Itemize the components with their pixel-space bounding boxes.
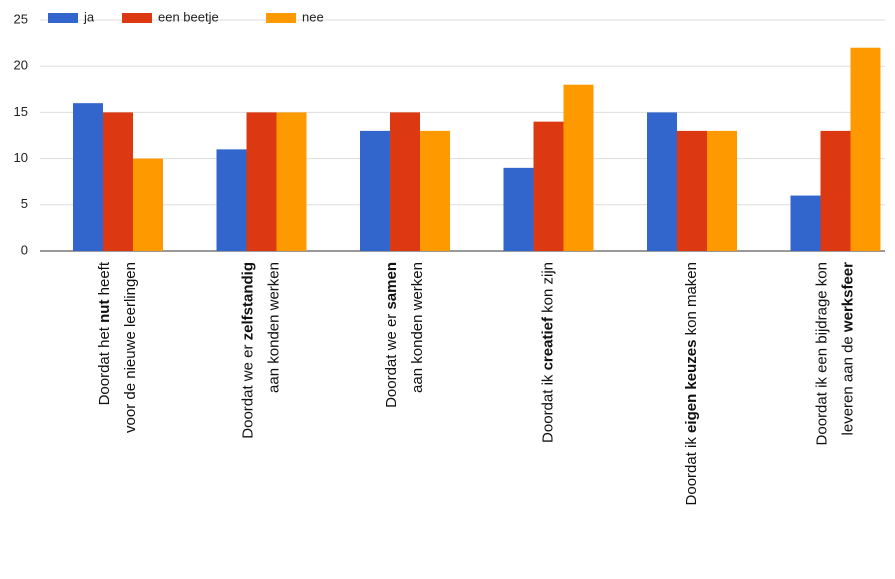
category-label: Doordat ik een bijdrage kon leveren aan d… bbox=[813, 262, 856, 446]
category-label-line: Doordat ik eigen keuzes kon maken bbox=[683, 262, 700, 505]
y-tick-label: 20 bbox=[14, 58, 28, 73]
category-label-run: werksfeer bbox=[839, 262, 856, 333]
y-tick-label: 5 bbox=[21, 196, 28, 211]
bar bbox=[503, 167, 534, 251]
y-tick-label: 10 bbox=[14, 150, 28, 165]
bar bbox=[420, 130, 450, 251]
bar bbox=[73, 103, 103, 251]
category-label-run: aan konden werken bbox=[409, 262, 426, 393]
category-label-run: voor de nieuwe leerlingen bbox=[122, 262, 139, 433]
bar bbox=[133, 158, 163, 251]
category-label-line: leveren aan de werksfeer bbox=[839, 262, 856, 436]
category-label-line: Doordat we er zelfstandig bbox=[239, 262, 256, 439]
bar bbox=[533, 121, 564, 251]
category-label-run: Doordat ik bbox=[683, 433, 700, 506]
bar bbox=[216, 149, 247, 251]
category-label-line: aan konden werken bbox=[409, 262, 426, 393]
category-label-run: Doordat we er bbox=[239, 340, 256, 438]
bar bbox=[390, 112, 420, 252]
category-label: Doordat het nut heeft voor de nieuwe leer… bbox=[96, 261, 139, 433]
legend-label: nee bbox=[302, 9, 324, 24]
category-label: Doordat we er zelfstandig aan konden werk… bbox=[239, 262, 282, 439]
category-label-run: Doordat ik bbox=[539, 370, 556, 443]
category-label-run: kon maken bbox=[683, 262, 700, 340]
category-label-run: leveren aan de bbox=[839, 332, 856, 435]
category-label-run: aan konden werken bbox=[265, 262, 282, 393]
category-label: Doordat ik creatief kon zijn bbox=[539, 262, 556, 443]
category-label-run: heeft bbox=[96, 261, 113, 299]
category-label-run: Doordat het bbox=[96, 323, 113, 406]
category-label-run: creatief bbox=[539, 316, 556, 370]
legend-swatch bbox=[122, 13, 152, 23]
bar bbox=[850, 47, 881, 251]
category-label-run: Doordat ik een bijdrage kon bbox=[813, 262, 830, 445]
category-label: Doordat we er samen aan konden werken bbox=[383, 262, 426, 408]
bar bbox=[677, 130, 707, 251]
bar bbox=[103, 112, 133, 252]
category-label-line: Doordat ik een bijdrage kon bbox=[813, 262, 830, 445]
bar bbox=[360, 130, 390, 251]
category-label-line: Doordat het nut heeft bbox=[96, 261, 113, 405]
category-label-run: zelfstandig bbox=[239, 262, 256, 340]
bar bbox=[647, 112, 677, 252]
bar bbox=[707, 130, 737, 251]
bar bbox=[820, 130, 851, 251]
category-label-line: Doordat we er samen bbox=[383, 262, 400, 408]
category-label: Doordat ik eigen keuzes kon maken bbox=[683, 262, 700, 505]
legend-swatch bbox=[48, 13, 78, 23]
y-tick-label: 15 bbox=[14, 104, 28, 119]
bar bbox=[276, 112, 307, 252]
category-label-run: eigen keuzes bbox=[683, 340, 700, 433]
category-label-run: nut bbox=[96, 300, 113, 323]
category-label-run: kon zijn bbox=[539, 262, 556, 317]
bar bbox=[790, 195, 821, 251]
legend-label: ja bbox=[83, 9, 95, 24]
bar bbox=[246, 112, 277, 252]
legend-swatch bbox=[266, 13, 296, 23]
y-tick-label: 0 bbox=[21, 242, 28, 257]
bar bbox=[563, 84, 594, 252]
category-label-line: aan konden werken bbox=[265, 262, 282, 393]
category-label-run: samen bbox=[383, 262, 400, 310]
legend-label: een beetje bbox=[158, 9, 219, 24]
category-label-line: Doordat ik creatief kon zijn bbox=[539, 262, 556, 443]
y-tick-label: 25 bbox=[14, 11, 28, 26]
category-label-line: voor de nieuwe leerlingen bbox=[122, 262, 139, 433]
category-label-run: Doordat we er bbox=[383, 310, 400, 408]
